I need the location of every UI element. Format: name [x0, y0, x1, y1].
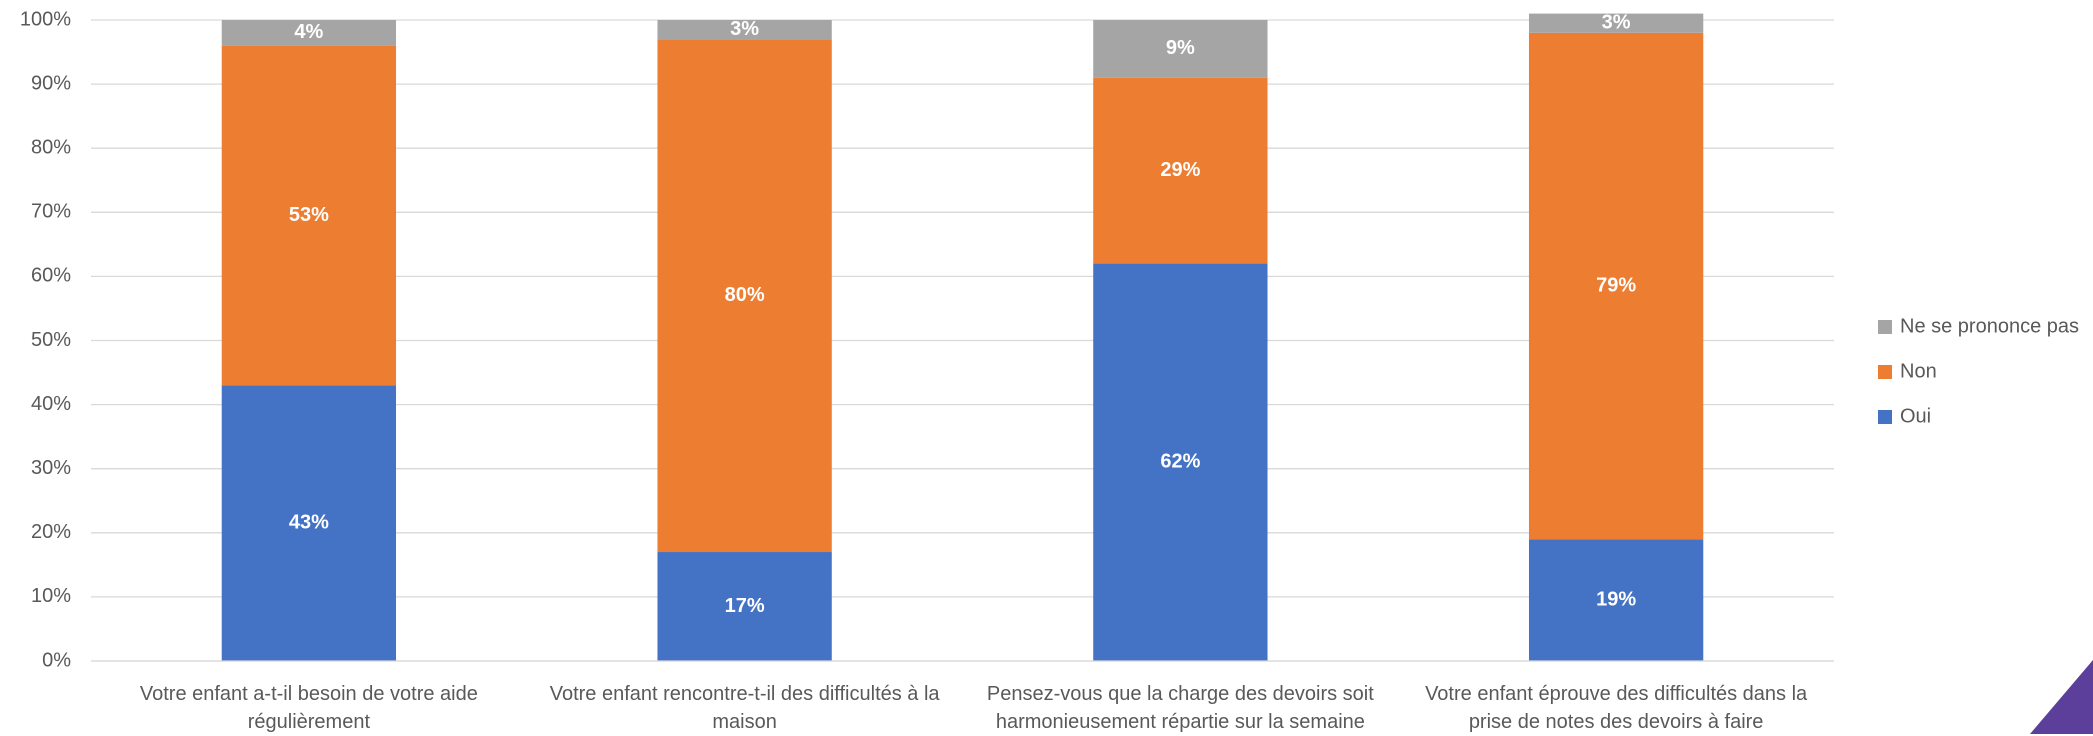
legend-label: Non: [1900, 360, 1937, 382]
y-tick-label: 30%: [31, 457, 71, 479]
legend-label: Ne se prononce pas: [1900, 315, 2079, 337]
legend-label: Oui: [1900, 405, 1931, 427]
bar-segment: [1528, 32, 1704, 540]
bar-segment: [657, 39, 832, 553]
data-label: 80%: [725, 284, 765, 306]
data-label: 53%: [289, 204, 329, 226]
x-tick-label: Pensez-vous que la charge des devoirs so…: [986, 683, 1374, 733]
y-tick-label: 40%: [31, 393, 71, 415]
data-label: 9%: [1166, 37, 1195, 59]
y-tick-label: 10%: [31, 585, 71, 607]
corner-decoration: [2030, 660, 2093, 734]
data-label: 62%: [1160, 451, 1200, 473]
y-tick-label: 80%: [31, 136, 71, 158]
y-tick-label: 90%: [31, 72, 71, 94]
bar-segment: [221, 20, 397, 46]
data-label: 19%: [1596, 588, 1636, 610]
legend-swatch: [1878, 320, 1892, 334]
bar-segment: [657, 20, 832, 40]
y-tick-label: 50%: [31, 329, 71, 351]
bar-segment: [1093, 20, 1268, 78]
data-label: 43%: [289, 511, 329, 533]
y-tick-label: 20%: [31, 521, 71, 543]
legend-swatch: [1878, 410, 1892, 424]
x-tick-label: Votre enfant éprouve des difficultés dan…: [1425, 683, 1808, 733]
data-label: 29%: [1160, 159, 1200, 181]
y-tick-label: 100%: [20, 8, 71, 30]
legend-swatch: [1878, 365, 1892, 379]
x-tick-label: Votre enfant a-t-il besoin de votre aide…: [139, 683, 478, 733]
bar-segment: [221, 385, 397, 661]
data-label: 79%: [1596, 274, 1636, 296]
data-label: 4%: [294, 21, 323, 43]
data-label: 3%: [730, 18, 759, 40]
bar-segment: [1093, 263, 1268, 661]
bar-segment: [657, 552, 832, 661]
data-label: 3%: [1602, 11, 1631, 33]
bar-segment: [1528, 539, 1704, 661]
data-label: 17%: [725, 595, 765, 617]
bar-segment: [1528, 13, 1704, 33]
bar-segment: [1093, 77, 1268, 264]
x-tick-label: Votre enfant rencontre-t-il des difficul…: [549, 683, 940, 733]
bar-segment: [221, 45, 397, 386]
y-tick-label: 0%: [42, 649, 71, 671]
y-tick-label: 70%: [31, 201, 71, 223]
y-tick-label: 60%: [31, 265, 71, 287]
